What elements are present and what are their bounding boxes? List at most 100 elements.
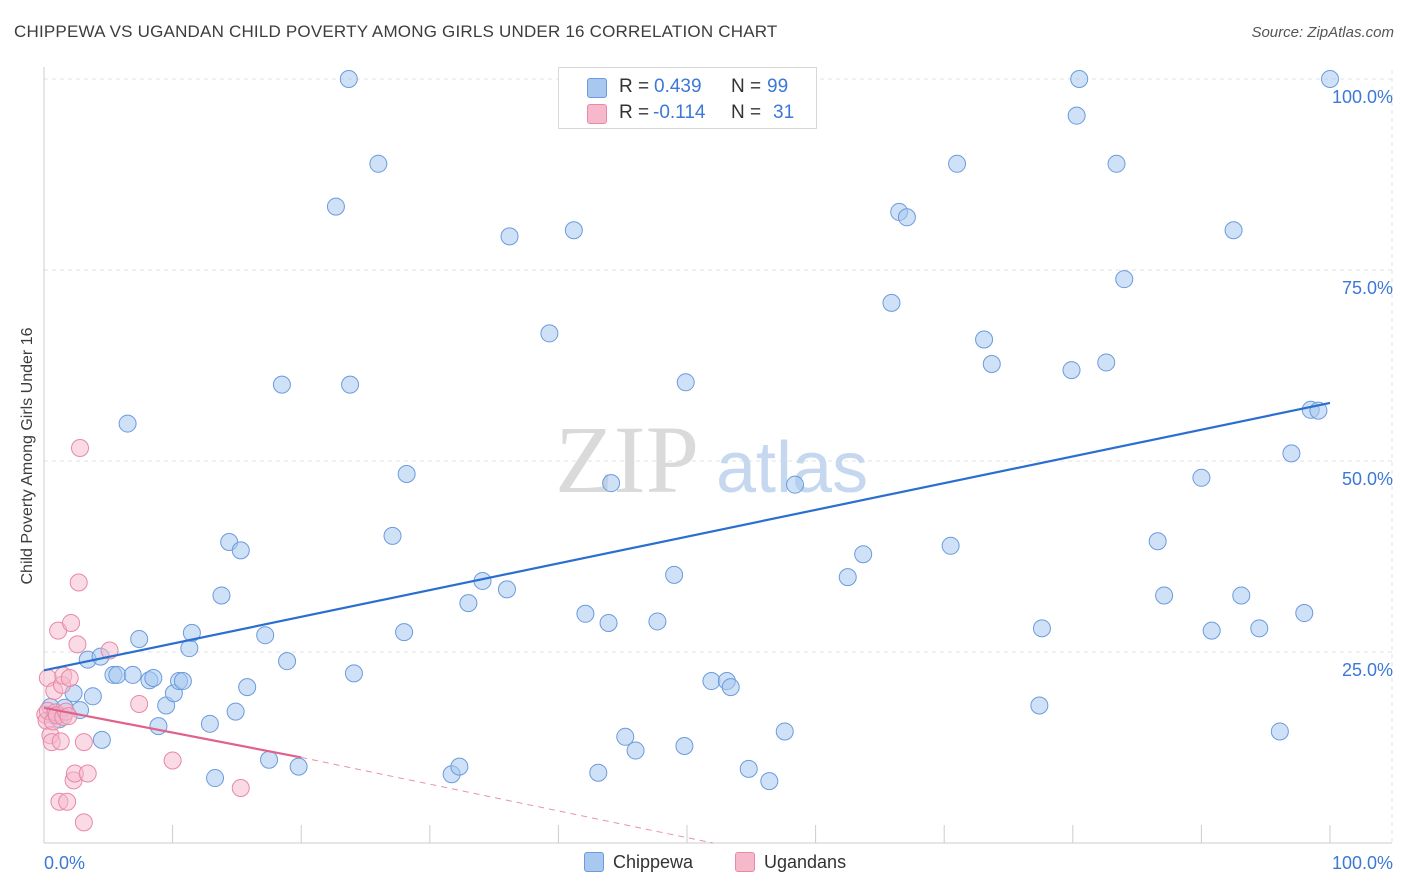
- chippewa-point: [540, 324, 559, 343]
- legend-label-chippewa: Chippewa: [613, 852, 694, 872]
- chippewa-point: [144, 668, 163, 687]
- chippewa-point: [775, 722, 794, 741]
- watermark-zip: ZIP: [555, 406, 699, 513]
- chippewa-point: [383, 526, 402, 545]
- n-value: 99: [767, 76, 789, 97]
- ugandans-point: [78, 764, 97, 783]
- chippewa-point: [589, 763, 608, 782]
- y-tick-label: 100.0%: [1332, 87, 1393, 107]
- chippewa-point: [289, 757, 308, 776]
- chippewa-point: [1155, 586, 1174, 605]
- r-label: R =: [619, 102, 650, 123]
- chippewa-point: [92, 730, 111, 749]
- ugandans-point: [74, 733, 93, 752]
- chippewa-point: [948, 154, 967, 173]
- legend-label-ugandans: Ugandans: [764, 852, 847, 872]
- ugandans-swatch: [735, 852, 755, 872]
- ugandans-point: [74, 813, 93, 832]
- chippewa-point: [675, 736, 694, 755]
- chippewa-point: [838, 568, 857, 587]
- y-tick-label: 50.0%: [1342, 469, 1393, 489]
- chippewa-point: [982, 354, 1001, 373]
- chippewa-points: [41, 70, 1339, 791]
- chippewa-point: [1030, 696, 1049, 715]
- chippewa-point: [1115, 270, 1134, 289]
- chippewa-point: [882, 293, 901, 312]
- chippewa-point: [369, 154, 388, 173]
- chippewa-point: [123, 665, 142, 684]
- ugandans-point: [231, 778, 250, 797]
- chippewa-point: [1295, 604, 1314, 623]
- chippewa-trend-line: [43, 401, 1331, 672]
- tick-labels: 25.0% 50.0% 75.0% 100.0% 0.0% 100.0%: [44, 87, 1393, 873]
- x-tick-label: 0.0%: [44, 853, 85, 873]
- chippewa-point: [182, 623, 201, 642]
- chippewa-point: [1148, 532, 1167, 551]
- chippewa-point: [576, 604, 595, 623]
- chippewa-point: [1282, 444, 1301, 463]
- chippewa-point: [1250, 619, 1269, 638]
- chippewa-point: [897, 208, 916, 227]
- chippewa-point: [326, 197, 345, 216]
- ugandans-trend-extension: [301, 756, 713, 844]
- chippewa-point: [173, 672, 192, 691]
- chippewa-point: [760, 772, 779, 791]
- chippewa-point: [278, 652, 297, 671]
- ugandans-point: [130, 694, 149, 713]
- chippewa-point: [118, 414, 137, 433]
- r-value: -0.114: [653, 102, 706, 123]
- chippewa-point: [1062, 361, 1081, 380]
- chippewa-point: [665, 565, 684, 584]
- chippewa-point: [108, 665, 127, 684]
- chippewa-point: [739, 759, 758, 778]
- chippewa-point: [1202, 621, 1221, 640]
- chippewa-point: [256, 626, 275, 645]
- ugandans-point: [68, 635, 87, 654]
- chippewa-point: [212, 586, 231, 605]
- ugandans-point: [71, 439, 90, 458]
- chippewa-point: [1321, 70, 1339, 88]
- chippewa-point: [1032, 619, 1051, 638]
- grid: [44, 70, 1393, 843]
- chippewa-point: [599, 613, 618, 632]
- ugandans-point: [58, 792, 77, 811]
- chippewa-point: [260, 750, 279, 769]
- chippewa-point: [1232, 586, 1251, 605]
- chippewa-point: [231, 541, 250, 560]
- ugandans-point: [62, 613, 81, 632]
- chart-title: CHIPPEWA VS UGANDAN CHILD POVERTY AMONG …: [14, 22, 778, 41]
- chippewa-point: [1192, 468, 1211, 487]
- ugandans-swatch: [587, 104, 607, 124]
- chart-source: Source: ZipAtlas.com: [1251, 24, 1394, 41]
- legend-item-ugandans[interactable]: Ugandans: [735, 852, 846, 873]
- y-tick-label: 25.0%: [1342, 660, 1393, 680]
- chippewa-point: [272, 375, 291, 394]
- chippewa-point: [200, 714, 219, 733]
- chippewa-point: [397, 464, 416, 483]
- watermark: ZIP atlas: [555, 406, 868, 513]
- ugandans-point: [163, 751, 182, 770]
- chippewa-point: [339, 70, 358, 88]
- r-label: R =: [619, 76, 650, 97]
- chippewa-point: [1224, 221, 1243, 240]
- ugandans-point: [51, 732, 70, 751]
- ugandans-point: [69, 573, 88, 592]
- n-value: 31: [773, 102, 795, 123]
- stats-legend: R = 0.439 N = 99 R = -0.114 N = 31: [558, 67, 817, 129]
- ugandans-point: [60, 668, 79, 687]
- chippewa-point: [626, 741, 645, 760]
- n-label: N =: [731, 76, 762, 97]
- chippewa-point: [616, 727, 635, 746]
- chippewa-point: [1070, 70, 1089, 88]
- y-tick-label: 75.0%: [1342, 278, 1393, 298]
- chippewa-point: [1097, 353, 1116, 372]
- chippewa-point: [1107, 154, 1126, 173]
- chippewa-point: [226, 702, 245, 721]
- chippewa-point: [602, 474, 621, 493]
- chippewa-point: [702, 672, 721, 691]
- chippewa-point: [1067, 106, 1086, 125]
- chippewa-point: [648, 612, 667, 631]
- legend-item-chippewa[interactable]: Chippewa: [584, 852, 693, 873]
- trend-lines: [43, 401, 1331, 844]
- chippewa-swatch: [587, 78, 607, 98]
